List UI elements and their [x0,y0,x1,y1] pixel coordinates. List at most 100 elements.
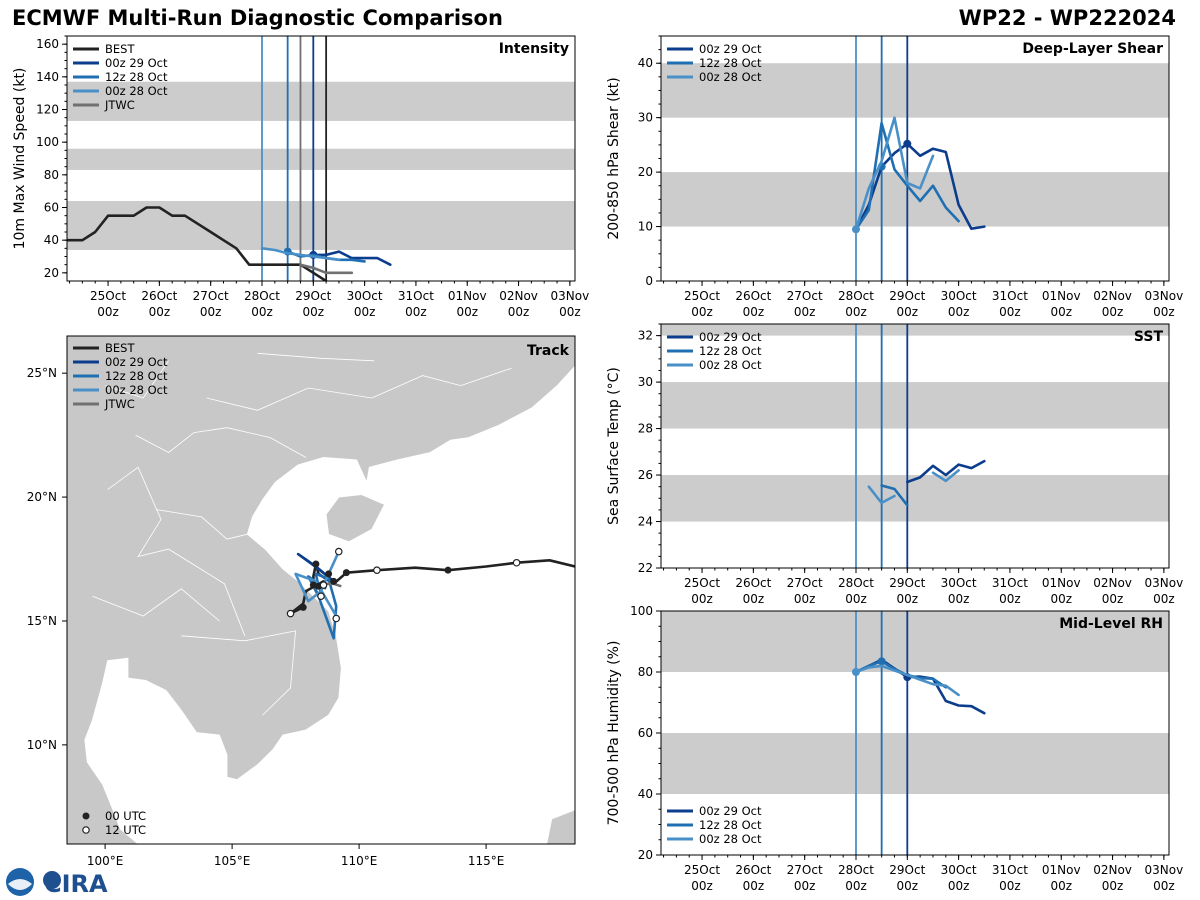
series-line-00z-29-oct [854,142,986,231]
x-tick-date: 31Oct [398,289,434,303]
panel-title: Deep-Layer Shear [1022,41,1163,57]
x-tick-hour: 00z [897,879,919,893]
chart-track: 100°E 105°E 110°E 115°E 10°N 15°N 20°N 25°N Trac… [27,335,576,868]
y-tick-label: 30 [638,111,653,125]
y-tick-label: 30 [638,375,653,389]
x-tick-hour: 00z [948,592,970,606]
series-line-00z-28-oct [260,247,341,262]
series-marker [877,657,886,666]
y-axis-label: Sea Surface Temp (°C) [606,367,622,525]
x-tick-hour: 00z [1050,592,1072,606]
x-tick-hour: 00z [1050,879,1072,893]
cira-logo: CIRA [6,868,108,898]
lon-tick-label: 105°E [214,854,251,868]
y-tick-label: 10 [638,220,653,234]
x-tick-hour: 00z [405,305,427,319]
track-marker-00utc [444,566,452,574]
y-tick-label: 80 [638,665,653,679]
x-tick-hour: 00z [794,879,816,893]
x-tick-date: 25Oct [684,576,720,590]
legend-marker-12utc [82,826,90,834]
x-tick-hour: 00z [508,305,530,319]
panel-title: Intensity [499,41,569,57]
x-tick-date: 28Oct [244,289,280,303]
y-tick-label: 28 [638,422,653,436]
x-tick-date: 03Nov [1145,289,1184,303]
y-tick-label: 60 [44,201,59,215]
y-tick-label: 20 [638,165,653,179]
legend-label: 00z 28 Oct [105,383,168,397]
track-marker-12utc [373,566,381,574]
x-tick-hour: 00z [303,305,325,319]
legend-label: JTWC [104,397,135,411]
x-tick-date: 26Oct [141,289,177,303]
x-tick-hour: 00z [1050,305,1072,319]
x-tick-date: 27Oct [193,289,229,303]
legend-label: 00z 28 Oct [699,358,762,372]
legend-label: 00z 29 Oct [699,330,762,344]
track-marker-12utc [317,592,325,600]
legend-label: 00 UTC [105,809,146,823]
panel-title: Mid-Level RH [1059,616,1163,632]
band-1 [67,148,575,170]
y-axis-label: 700-500 hPa Humidity (%) [606,641,622,826]
lon-tick-label: 100°E [87,854,124,868]
admin-border [155,509,248,540]
map-area [67,336,575,844]
x-tick-hour: 00z [999,305,1021,319]
y-tick-label: 80 [44,168,59,182]
legend-label: 00z 28 Oct [105,84,168,98]
admin-border [181,630,297,716]
x-tick-date: 28Oct [838,863,874,877]
x-tick-hour: 00z [149,305,171,319]
legend-label: 12z 28 Oct [105,369,168,383]
y-tick-label: 160 [36,37,59,51]
x-tick-hour: 00z [200,305,222,319]
y-tick-label: 140 [36,70,59,84]
admin-border [135,427,306,458]
map-frame [66,335,576,845]
legend-label: 00z 29 Oct [699,42,762,56]
y-tick-label: 20 [44,266,59,280]
x-tick-hour: 00z [845,879,867,893]
x-tick-hour: 00z [1102,305,1124,319]
track-marker-00utc [342,569,350,577]
x-tick-date: 30Oct [941,863,977,877]
legend-label: 00z 29 Oct [105,355,168,369]
cira-logo-text: CIRA [44,870,108,898]
chart-rh: 20 40 60 80 100 25Oct 00z 26Oct 00z 27Oct 00z 28Oct… [606,604,1183,893]
x-tick-hour: 00z [845,592,867,606]
series-line-00z-28-oct [854,664,960,697]
y-tick-label: 100 [36,135,59,149]
x-tick-hour: 00z [1153,305,1175,319]
x-tick-hour: 00z [354,305,376,319]
track-marker-00utc [312,560,320,568]
x-tick-hour: 00z [948,879,970,893]
band-0 [67,200,575,250]
legend-label: 12z 28 Oct [699,56,762,70]
legend-label: BEST [105,341,135,355]
x-tick-date: 01Nov [1042,576,1081,590]
plot-area [661,611,1169,855]
legend-label: 00z 29 Oct [105,56,168,70]
band-2 [67,81,575,121]
x-tick-hour: 00z [948,305,970,319]
legend-label: 12z 28 Oct [105,70,168,84]
x-tick-date: 29Oct [889,289,925,303]
admin-border [104,360,169,399]
legend-marker-00utc [82,812,90,820]
legend-label: 00z 28 Oct [699,832,762,846]
x-tick-hour: 00z [691,305,713,319]
track-marker-00utc [325,570,333,578]
x-tick-hour: 00z [97,305,119,319]
storm-id-title: WP22 - WP222024 [958,6,1176,30]
band-1 [661,63,1169,118]
plot-area [661,324,1169,568]
x-tick-hour: 00z [559,305,581,319]
x-tick-hour: 00z [743,592,765,606]
x-tick-date: 27Oct [787,863,823,877]
chart-sst: 22 24 26 28 30 32 25Oct 00z 26Oct 00z 27Oct 00z 28Oc… [606,323,1183,606]
legend-label: 12z 28 Oct [699,818,762,832]
track-marker-00utc [299,603,307,611]
borneo-corner [547,810,575,844]
